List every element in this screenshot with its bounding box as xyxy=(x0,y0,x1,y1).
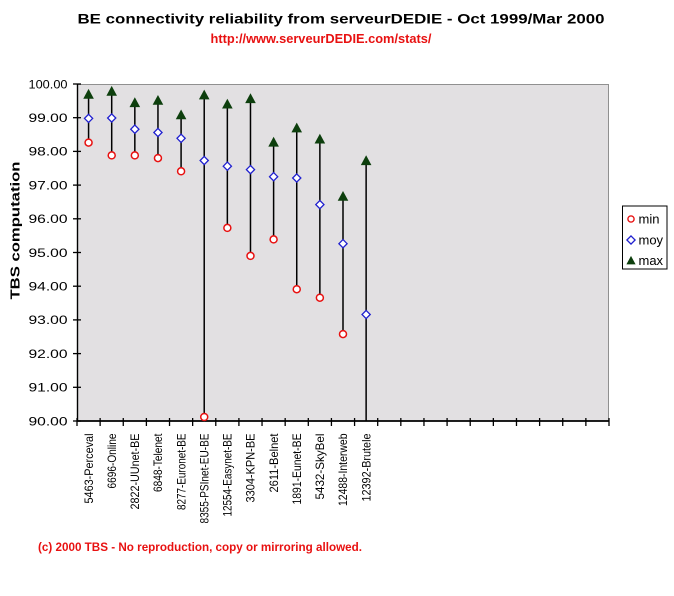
svg-text:2611-Belnet: 2611-Belnet xyxy=(267,433,281,493)
svg-text:moy: moy xyxy=(639,232,664,247)
svg-text:1891-Eunet-BE: 1891-Eunet-BE xyxy=(290,434,304,505)
svg-text:8277-Euronet-BE: 8277-Euronet-BE xyxy=(174,434,188,511)
svg-text:94.00: 94.00 xyxy=(29,280,68,294)
svg-text:93.00: 93.00 xyxy=(29,313,68,327)
svg-text:max: max xyxy=(639,253,664,268)
svg-text:92.00: 92.00 xyxy=(29,347,68,361)
svg-text:2822-UUnet-BE: 2822-UUnet-BE xyxy=(128,434,142,510)
svg-text:12488-Interweb: 12488-Interweb xyxy=(336,433,350,506)
svg-text:6848-Telenet: 6848-Telenet xyxy=(151,433,165,492)
svg-text:3304-KPN-BE: 3304-KPN-BE xyxy=(244,434,258,503)
svg-text:96.00: 96.00 xyxy=(29,212,68,226)
svg-text:5432-SkyBel: 5432-SkyBel xyxy=(313,434,327,500)
svg-text:5463-Perceval: 5463-Perceval xyxy=(82,434,96,504)
svg-text:12392-Brutele: 12392-Brutele xyxy=(359,433,373,501)
svg-text:(c) 2000 TBS - No reproduction: (c) 2000 TBS - No reproduction, copy or … xyxy=(38,540,362,554)
svg-text:97.00: 97.00 xyxy=(29,178,68,192)
svg-text:98.00: 98.00 xyxy=(29,145,68,159)
svg-text:8355-PSInet-EU-BE: 8355-PSInet-EU-BE xyxy=(197,434,211,524)
svg-text:TBS computation: TBS computation xyxy=(8,161,23,299)
svg-text:6696-Online: 6696-Online xyxy=(105,433,119,488)
svg-text:91.00: 91.00 xyxy=(29,381,68,395)
svg-text:99.00: 99.00 xyxy=(29,111,68,125)
svg-text:95.00: 95.00 xyxy=(29,246,68,260)
svg-text:http://www.serveurDEDIE.com/st: http://www.serveurDEDIE.com/stats/ xyxy=(211,32,433,46)
svg-text:BE connectivity reliability fr: BE connectivity reliability from serveur… xyxy=(78,12,605,27)
svg-text:12554-Easynet-BE: 12554-Easynet-BE xyxy=(221,434,235,517)
svg-text:100.00: 100.00 xyxy=(29,77,68,91)
svg-text:min: min xyxy=(639,211,660,226)
svg-text:90.00: 90.00 xyxy=(29,414,68,428)
